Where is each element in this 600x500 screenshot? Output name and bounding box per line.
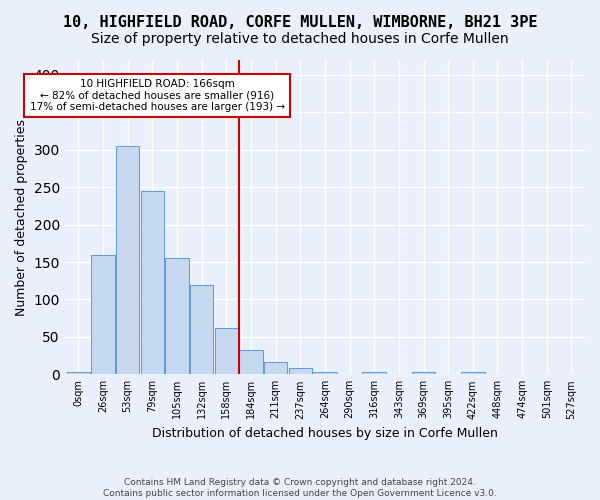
Bar (289, 368, 312, 374)
Text: Size of property relative to detached houses in Corfe Mullen: Size of property relative to detached ho… (91, 32, 509, 46)
Bar (91, 254, 115, 374)
Text: Contains HM Land Registry data © Crown copyright and database right 2024.
Contai: Contains HM Land Registry data © Crown c… (103, 478, 497, 498)
Bar (461, 372, 485, 374)
Bar (239, 350, 263, 374)
Bar (140, 191, 164, 374)
Y-axis label: Number of detached properties: Number of detached properties (15, 118, 28, 316)
Bar (412, 372, 435, 374)
Bar (67, 372, 90, 374)
Bar (116, 146, 139, 374)
Text: 10, HIGHFIELD ROAD, CORFE MULLEN, WIMBORNE, BH21 3PE: 10, HIGHFIELD ROAD, CORFE MULLEN, WIMBOR… (63, 15, 537, 30)
Bar (313, 372, 337, 374)
Bar (215, 328, 238, 374)
Bar (264, 362, 287, 374)
Bar (362, 372, 386, 374)
Bar (165, 258, 188, 374)
Text: 10 HIGHFIELD ROAD: 166sqm
← 82% of detached houses are smaller (916)
17% of semi: 10 HIGHFIELD ROAD: 166sqm ← 82% of detac… (29, 78, 285, 112)
X-axis label: Distribution of detached houses by size in Corfe Mullen: Distribution of detached houses by size … (152, 427, 498, 440)
Bar (190, 284, 214, 374)
